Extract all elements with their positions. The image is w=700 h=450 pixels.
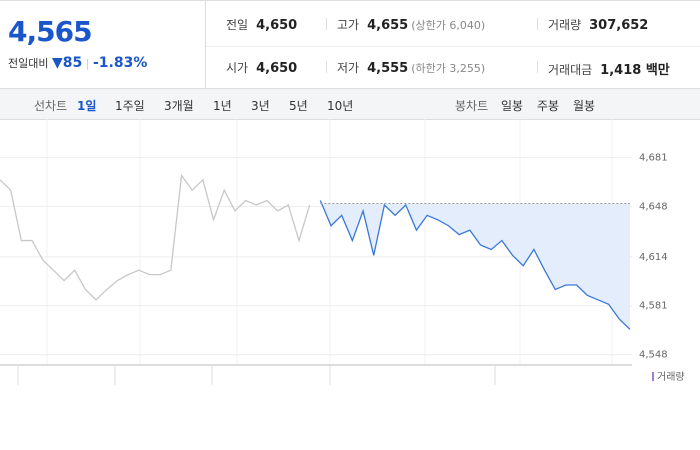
col-divider — [537, 61, 538, 73]
price: 4,565 — [8, 15, 93, 48]
period-tab[interactable]: 10년 — [327, 99, 354, 113]
quote-value: 4,650 — [256, 18, 298, 33]
tab-group-label: 선차트 — [34, 99, 68, 113]
y-tick-label: 4,648 — [639, 201, 668, 212]
quote-value: 4,650 — [256, 61, 298, 76]
quote-label: 시가 — [226, 61, 249, 75]
y-tick-label: 4,581 — [639, 301, 668, 312]
quote-note: (상한가 6,040) — [411, 19, 486, 32]
change-line: 전일대비 ▼85 | -1.83% — [8, 55, 148, 71]
period-tab[interactable]: 1주일 — [115, 99, 145, 113]
y-tick-label: 4,548 — [639, 350, 668, 361]
quote-cell: 거래대금 1,418 백만 — [548, 59, 670, 78]
quote-cell: 거래량 307,652 — [548, 16, 648, 33]
quote-label: 거래량 — [548, 18, 582, 32]
quote-cell: 고가 4,655 (상한가 6,040) — [337, 16, 485, 33]
change: ▼85 — [51, 55, 83, 71]
area — [320, 200, 630, 330]
legend-swatch — [652, 372, 654, 381]
tab-bar: 선차트 1일 1주일 3개월 1년 3년 5년 10년 봉차트 일봉 주봉 월봉 — [0, 88, 700, 120]
candle-tab[interactable]: 주봉 — [537, 99, 560, 113]
change-label: 전일대비 — [8, 57, 49, 70]
quote-label: 고가 — [337, 18, 360, 32]
quote-label: 전일 — [226, 18, 249, 32]
price-box: 4,565 전일대비 ▼85 | -1.83% — [0, 1, 206, 89]
row-divider — [206, 46, 700, 47]
y-tick-label: 4,614 — [639, 252, 668, 263]
y-tick-label: 4,681 — [639, 153, 668, 164]
quote-value: 4,655 — [367, 18, 409, 33]
legend-label: 거래량 — [657, 371, 685, 383]
quote-cell: 전일 4,650 — [226, 16, 297, 33]
quote-cell: 시가 4,650 — [226, 59, 297, 76]
chart: 4,548 4,581 4,614 4,648 4,681 거래량 — [0, 119, 685, 385]
quote-value: 4,555 — [367, 61, 409, 76]
line — [0, 173, 311, 301]
quote-label: 거래대금 — [548, 63, 593, 77]
period-tab[interactable]: 3개월 — [164, 99, 194, 113]
change-pct: -1.83% — [92, 55, 148, 71]
candle-tab[interactable]: 일봉 — [501, 99, 524, 113]
quote-value: 1,418 백만 — [600, 63, 670, 78]
quote-value: 307,652 — [589, 18, 649, 33]
quote-cell: 저가 4,555 (하한가 3,255) — [337, 59, 485, 76]
quote-note: (하한가 3,255) — [411, 62, 486, 75]
period-tab[interactable]: 5년 — [289, 99, 308, 113]
candle-tab[interactable]: 월봉 — [573, 99, 596, 113]
col-divider — [326, 61, 327, 73]
period-tab[interactable]: 1일 — [77, 99, 97, 113]
quote-panel: 4,565 전일대비 ▼85 | -1.83% 전일 4,650 고가 4,655 (상… — [0, 0, 700, 89]
period-tab[interactable]: 1년 — [213, 99, 232, 113]
line — [319, 200, 631, 330]
col-divider — [326, 18, 327, 30]
period-tab[interactable]: 3년 — [251, 99, 270, 113]
change-value: 85 — [62, 55, 83, 71]
col-divider — [537, 18, 538, 30]
tab-group-label: 봉차트 — [455, 99, 489, 113]
quote-label: 저가 — [337, 61, 360, 75]
